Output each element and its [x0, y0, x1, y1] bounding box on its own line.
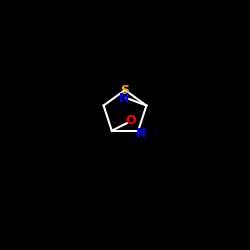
Text: N: N — [119, 92, 129, 104]
Text: S: S — [120, 84, 130, 96]
Text: N: N — [136, 127, 146, 140]
Text: O: O — [125, 114, 136, 127]
